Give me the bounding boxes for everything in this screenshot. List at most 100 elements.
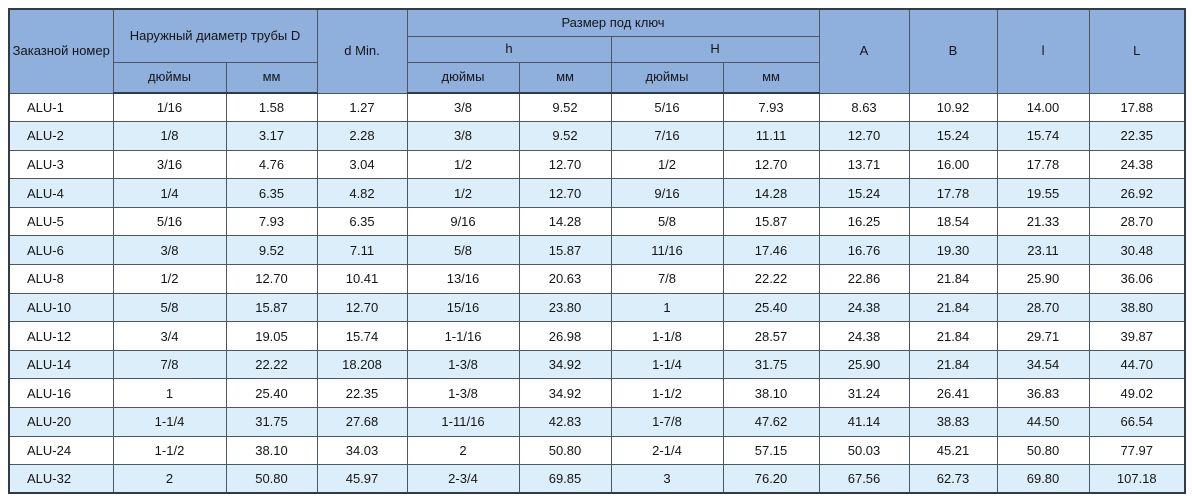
table-cell: 25.90	[996, 264, 1090, 294]
header-order-number: Заказной номер	[8, 8, 114, 94]
cell-order-number: ALU-6	[8, 235, 114, 266]
table-cell: 15/16	[406, 292, 520, 323]
table-cell: 1/4	[112, 178, 227, 208]
table-cell: 19.05	[225, 321, 318, 351]
table-cell: 1-1/16	[406, 321, 520, 351]
table-cell: 22.35	[316, 378, 408, 409]
table-cell: 1/2	[610, 149, 724, 180]
table-row: ALU-3 3/16 4.76 3.04 1/2 12.70 1/2 12.70 13.71 16…	[8, 149, 1186, 180]
table-cell: 31.75	[722, 349, 820, 380]
table-cell: 28.70	[1088, 206, 1186, 237]
table-row: ALU-6 3/8 9.52 7.11 5/8 15.87 11/16 17.46 16.76 1…	[8, 235, 1186, 266]
table-cell: 41.14	[818, 407, 910, 437]
table-cell: 15.87	[225, 292, 318, 323]
table-cell: 5/8	[610, 206, 724, 237]
table-cell: 1/16	[112, 92, 227, 123]
table-cell: 8.63	[818, 92, 910, 123]
table-cell: 1/2	[112, 264, 227, 294]
cell-order-number: ALU-1	[8, 92, 114, 123]
table-cell: 16.76	[818, 235, 910, 266]
table-cell: 50.80	[225, 464, 318, 494]
table-cell: 12.70	[722, 149, 820, 180]
cell-order-number: ALU-10	[8, 292, 114, 323]
table-cell: 18.54	[908, 206, 998, 237]
table-row: ALU-1 1/16 1.58 1.27 3/8 9.52 5/16 7.93 8.63 10.9…	[8, 92, 1186, 123]
header-h-upper: H	[610, 36, 820, 63]
table-cell: 2-3/4	[406, 464, 520, 494]
table-cell: 107.18	[1088, 464, 1186, 494]
table-cell: 14.28	[722, 178, 820, 208]
table-cell: 7.93	[722, 92, 820, 123]
table-cell: 18.208	[316, 349, 408, 380]
table-cell: 1.58	[225, 92, 318, 123]
table-cell: 6.35	[225, 178, 318, 208]
table-cell: 24.38	[818, 292, 910, 323]
table-cell: 2-1/4	[610, 435, 724, 466]
table-cell: 15.24	[908, 121, 998, 151]
header-wrench-size: Размер под ключ	[406, 8, 820, 37]
table-cell: 9.52	[518, 121, 612, 151]
table-cell: 5/16	[112, 206, 227, 237]
table-cell: 2.28	[316, 121, 408, 151]
table-cell: 15.24	[818, 178, 910, 208]
table-cell: 17.88	[1088, 92, 1186, 123]
table-cell: 14.00	[996, 92, 1090, 123]
table-row: ALU-4 1/4 6.35 4.82 1/2 12.70 9/16 14.28 15.24 17…	[8, 178, 1186, 208]
table-cell: 2	[406, 435, 520, 466]
table-cell: 76.20	[722, 464, 820, 494]
table-cell: 23.80	[518, 292, 612, 323]
table-cell: 30.48	[1088, 235, 1186, 266]
header-l-lower: l	[996, 8, 1090, 94]
table-cell: 11/16	[610, 235, 724, 266]
table-cell: 1-11/16	[406, 407, 520, 437]
header-l-upper: L	[1088, 8, 1186, 94]
table-cell: 66.54	[1088, 407, 1186, 437]
table-cell: 39.87	[1088, 321, 1186, 351]
table-cell: 7.11	[316, 235, 408, 266]
table-cell: 1	[112, 378, 227, 409]
table-cell: 5/8	[406, 235, 520, 266]
cell-order-number: ALU-12	[8, 321, 114, 351]
table-cell: 17.78	[908, 178, 998, 208]
cell-order-number: ALU-32	[8, 464, 114, 494]
table-cell: 9/16	[406, 206, 520, 237]
table-cell: 10.41	[316, 264, 408, 294]
table-cell: 42.83	[518, 407, 612, 437]
table-cell: 15.74	[996, 121, 1090, 151]
table-cell: 3.17	[225, 121, 318, 151]
table-cell: 22.86	[818, 264, 910, 294]
table-cell: 1	[610, 292, 724, 323]
table-cell: 19.55	[996, 178, 1090, 208]
table-cell: 13/16	[406, 264, 520, 294]
table-cell: 22.22	[225, 349, 318, 380]
table-cell: 3/8	[406, 92, 520, 123]
table-row: ALU-2 1/8 3.17 2.28 3/8 9.52 7/16 11.11 12.70 15.…	[8, 121, 1186, 151]
table-cell: 24.38	[1088, 149, 1186, 180]
table-cell: 45.97	[316, 464, 408, 494]
table-cell: 31.75	[225, 407, 318, 437]
table-cell: 31.24	[818, 378, 910, 409]
header-mm-d: мм	[225, 62, 318, 94]
table-cell: 21.84	[908, 321, 998, 351]
header-mm-h: мм	[518, 62, 612, 94]
header-h-lower: h	[406, 36, 612, 63]
table-cell: 28.70	[996, 292, 1090, 323]
table-row: ALU-32 2 50.80 45.97 2-3/4 69.85 3 76.20 67.56 62…	[8, 464, 1186, 494]
table-cell: 1/2	[406, 178, 520, 208]
table-cell: 34.92	[518, 349, 612, 380]
table-cell: 12.70	[225, 264, 318, 294]
table-cell: 12.70	[818, 121, 910, 151]
table-cell: 1-1/2	[610, 378, 724, 409]
table-cell: 38.80	[1088, 292, 1186, 323]
table-cell: 44.70	[1088, 349, 1186, 380]
table-cell: 29.71	[996, 321, 1090, 351]
table-cell: 25.40	[722, 292, 820, 323]
table-cell: 49.02	[1088, 378, 1186, 409]
table-cell: 16.25	[818, 206, 910, 237]
cell-order-number: ALU-4	[8, 178, 114, 208]
table-cell: 7/8	[112, 349, 227, 380]
table-row: ALU-20 1-1/4 31.75 27.68 1-11/16 42.83 1-7/8 47…	[8, 407, 1186, 437]
table-cell: 1.27	[316, 92, 408, 123]
table-cell: 17.78	[996, 149, 1090, 180]
table-row: ALU-10 5/8 15.87 12.70 15/16 23.80 1 25.40 24.38…	[8, 292, 1186, 323]
